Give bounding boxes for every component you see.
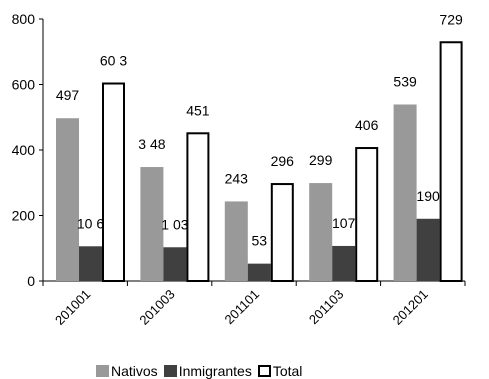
bar-nativos-201003: [140, 167, 164, 281]
bar-total-201001: [102, 82, 125, 282]
axes: 0 200 400 600 800: [12, 11, 466, 289]
data-label-nativos-201103: 299: [309, 152, 333, 168]
data-label-nativos-201101: 243: [225, 170, 249, 186]
bar-inmigrantes-201001: [79, 246, 102, 281]
category-label-201003: 201003: [136, 287, 177, 328]
data-label-total-201003: 451: [186, 102, 210, 118]
category-label-201101: 201101: [222, 287, 263, 328]
data-label-total-201101: 296: [271, 153, 295, 169]
bar-total-201201: [439, 41, 463, 282]
y-tick-label: 0: [27, 273, 35, 289]
legend-swatch-nativos: [96, 365, 109, 377]
bar-total-201103: [355, 147, 379, 282]
data-label-inmigrantes-201003: 1 03: [161, 216, 188, 232]
data-labels: 497 10 6 60 3 3 48 1 03 451 243 53 296 299 107 406 5…: [56, 11, 463, 248]
legend: Nativos Inmigrantes Total: [96, 364, 308, 378]
legend-label-total: Total: [272, 363, 303, 379]
data-label-nativos-201003: 3 48: [138, 136, 165, 152]
data-label-inmigrantes-201201: 190: [416, 188, 440, 204]
bar-inmigrantes-201003: [163, 247, 187, 281]
bars: [56, 41, 463, 282]
category-label-201001: 201001: [52, 287, 93, 328]
bar-inmigrantes-201103: [332, 245, 356, 281]
data-label-nativos-201001: 497: [56, 87, 80, 103]
bar-inmigrantes-201201: [416, 218, 440, 281]
data-label-total-201103: 406: [355, 117, 379, 133]
bar-nativos-201101: [224, 201, 248, 281]
y-tick-label: 600: [12, 77, 36, 93]
legend-label-inmigrantes: Inmigrantes: [178, 363, 252, 379]
y-tick-label: 800: [12, 11, 36, 27]
bar-total-201101: [270, 183, 294, 282]
category-label-201103: 201103: [306, 287, 347, 328]
data-label-nativos-201201: 539: [393, 73, 417, 89]
legend-item-total: Total: [257, 363, 303, 379]
category-label-201201: 201201: [390, 287, 431, 328]
y-tick-label: 200: [12, 208, 36, 224]
data-label-inmigrantes-201001: 10 6: [77, 215, 104, 231]
legend-item-inmigrantes: Inmigrantes: [163, 363, 252, 379]
data-label-inmigrantes-201101: 53: [252, 233, 268, 249]
category-labels: 201001 201003 201101 201103 201201: [52, 287, 431, 328]
data-label-total-201201: 729: [439, 11, 463, 27]
legend-item-nativos: Nativos: [96, 364, 158, 378]
legend-swatch-inmigrantes: [163, 365, 177, 377]
bar-nativos-201103: [309, 183, 333, 281]
bar-nativos-201201: [393, 104, 417, 281]
y-tick-label: 400: [12, 142, 36, 158]
data-label-total-201001: 60 3: [100, 53, 127, 69]
bar-inmigrantes-201101: [247, 263, 271, 281]
bar-total-201003: [186, 132, 210, 282]
legend-label-nativos: Nativos: [111, 363, 158, 379]
legend-swatch-total: [257, 365, 271, 377]
bar-nativos-201001: [56, 118, 79, 281]
data-label-inmigrantes-201103: 107: [332, 215, 356, 231]
